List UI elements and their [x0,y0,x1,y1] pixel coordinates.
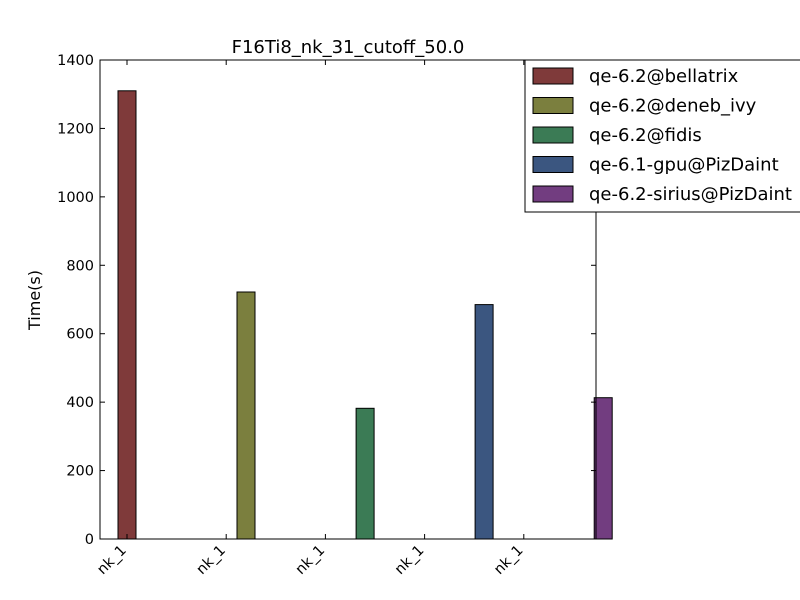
y-tick-label: 1000 [57,190,94,206]
plot-frame [99,59,597,540]
y-tick-label: 400 [66,395,94,411]
legend-swatch [532,97,574,114]
x-tick-label: nk_1 [94,543,129,578]
bar-1 [117,90,137,540]
bar-2 [236,291,256,540]
legend-label: qe-6.2@deneb_ivy [589,96,757,117]
y-tick-label: 600 [66,327,94,343]
legend-swatch [532,126,574,144]
y-axis-label: Time(s) [25,270,44,331]
x-tick-label: nk_1 [392,543,427,578]
bar-4 [474,304,494,540]
bar-3 [355,407,375,540]
x-tick-label: nk_1 [293,543,328,578]
bar-5 [593,397,613,540]
x-tick-label: nk_1 [194,543,229,578]
legend-swatch [532,67,574,85]
y-tick-label: 1200 [57,121,94,137]
legend-label: qe-6.2@fidis [589,125,702,146]
y-tick-label: 1400 [57,53,94,69]
legend: qe-6.2@bellatrix qe-6.2@deneb_ivy qe-6.2@f… [524,59,800,213]
y-tick-label: 0 [85,532,94,548]
y-tick-label: 800 [66,258,94,274]
chart-title: F16Ti8_nk_31_cutoff_50.0 [232,37,465,58]
legend-swatch [532,185,574,203]
legend-swatch [532,156,574,173]
x-tick-label: nk_1 [491,543,526,578]
plot-area: 0 200 400 600 800 1000 1200 1400 nk_1 nk_1 nk_1 nk_… [57,53,613,578]
y-tick-label: 200 [66,464,94,480]
legend-label: qe-6.2-sirius@PizDaint [589,184,792,205]
legend-label: qe-6.2@bellatrix [589,66,739,87]
legend-label: qe-6.1-gpu@PizDaint [589,155,779,176]
